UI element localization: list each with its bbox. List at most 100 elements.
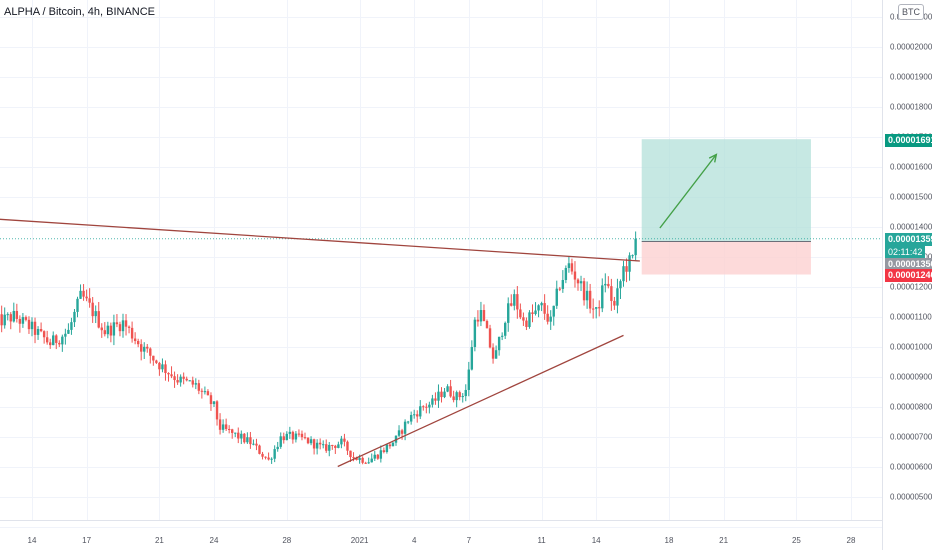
- candle-body: [328, 444, 331, 451]
- candle: [179, 374, 182, 387]
- current-price-tag: 0.00001359: [885, 233, 932, 246]
- candle: [552, 305, 555, 326]
- candle-body: [579, 281, 583, 284]
- candle-body: [552, 305, 555, 317]
- candle-body: [443, 391, 446, 398]
- candle-body: [261, 453, 264, 457]
- candle: [588, 283, 592, 314]
- candle: [36, 326, 40, 340]
- candle-body: [416, 414, 419, 417]
- candle-body: [3, 314, 6, 326]
- candle-body: [522, 317, 525, 321]
- candle-body: [73, 311, 76, 323]
- candle: [428, 401, 431, 414]
- candle-body: [88, 298, 91, 303]
- candle: [516, 286, 519, 319]
- candle-body: [124, 320, 128, 327]
- candle-body: [534, 310, 537, 315]
- candle: [140, 339, 143, 361]
- candle-body: [240, 433, 243, 439]
- candle: [118, 321, 122, 337]
- x-tick-label: 7: [467, 536, 472, 545]
- candle-body: [391, 442, 395, 447]
- candle: [42, 330, 46, 344]
- candle: [367, 457, 370, 464]
- candle-body: [252, 443, 255, 445]
- candle: [64, 328, 67, 345]
- candle: [291, 430, 295, 444]
- candle: [88, 288, 91, 308]
- candle: [73, 309, 76, 328]
- candle-body: [334, 445, 337, 448]
- candle: [282, 432, 285, 444]
- candle: [85, 289, 88, 302]
- candle-body: [36, 329, 40, 335]
- candle: [591, 298, 595, 319]
- candle-body: [264, 456, 267, 458]
- candle: [610, 278, 613, 311]
- candle-body: [485, 321, 489, 329]
- candle-body: [297, 433, 301, 435]
- x-tick-label: 28: [282, 536, 291, 545]
- candle-body: [118, 324, 122, 332]
- currency-badge[interactable]: BTC: [898, 4, 924, 20]
- candle: [315, 439, 319, 455]
- candle: [416, 410, 419, 423]
- candle-body: [482, 310, 486, 322]
- candle: [3, 307, 6, 329]
- candle: [55, 334, 58, 350]
- candle-body: [531, 312, 534, 315]
- candle-body: [458, 392, 461, 398]
- candle-body: [500, 335, 504, 337]
- candle: [485, 319, 489, 329]
- candle: [443, 388, 446, 399]
- candle: [391, 442, 395, 447]
- candle: [15, 303, 19, 323]
- x-tick-label: 28: [847, 536, 856, 545]
- candle: [446, 384, 449, 393]
- candle-body: [591, 308, 595, 310]
- target-zone: [641, 139, 811, 242]
- candle: [231, 428, 234, 439]
- candle: [343, 433, 346, 447]
- candle: [522, 312, 525, 326]
- candle: [467, 361, 470, 397]
- candle-body: [200, 390, 204, 392]
- projection-arrow-head: [708, 153, 718, 163]
- candle-body: [191, 380, 194, 385]
- candle-body: [18, 318, 22, 324]
- candle-body: [504, 322, 507, 336]
- candle-body: [249, 437, 252, 445]
- candle-body: [537, 305, 540, 311]
- candle: [528, 310, 531, 329]
- candle: [549, 310, 552, 330]
- candle: [373, 450, 376, 461]
- candle: [558, 286, 561, 292]
- candle: [82, 284, 85, 301]
- candle: [109, 322, 113, 343]
- candle-body: [97, 311, 100, 328]
- candle: [370, 453, 373, 463]
- candle-body: [573, 271, 577, 280]
- candle-body: [6, 314, 9, 316]
- grid-lines: [0, 0, 882, 528]
- candle-body: [385, 444, 389, 453]
- x-tick-label: 14: [28, 536, 37, 545]
- candle: [103, 322, 106, 337]
- candle-body: [431, 398, 434, 405]
- x-tick-label: 25: [792, 536, 801, 545]
- candle: [227, 425, 231, 434]
- candle: [519, 303, 522, 320]
- candle: [419, 400, 422, 420]
- candle-body: [58, 342, 61, 345]
- candle: [49, 338, 52, 349]
- candle-body: [143, 346, 146, 352]
- candle: [500, 332, 504, 341]
- candle: [136, 338, 140, 348]
- candle-body: [355, 457, 358, 461]
- candle-body: [267, 457, 270, 460]
- candle: [18, 315, 22, 333]
- x-tick-label: 17: [82, 536, 91, 545]
